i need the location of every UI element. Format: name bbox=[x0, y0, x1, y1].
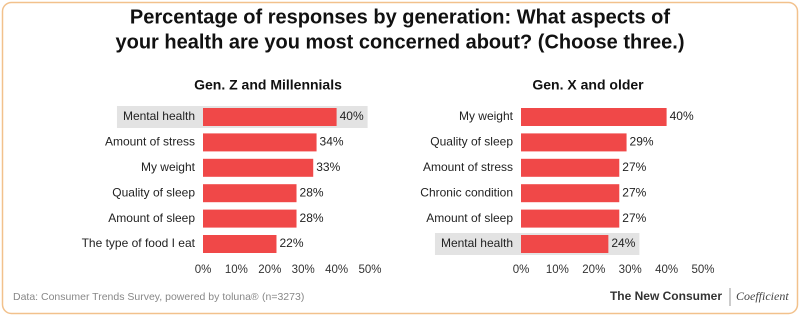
bar bbox=[203, 235, 277, 253]
bar bbox=[203, 108, 337, 126]
bar bbox=[203, 209, 297, 228]
x-tick-label: 50% bbox=[691, 264, 714, 276]
x-tick-label: 0% bbox=[513, 264, 530, 276]
bar bbox=[521, 209, 620, 228]
value-label: 22% bbox=[279, 236, 303, 250]
x-tick-label: 0% bbox=[195, 264, 212, 276]
x-tick-label: 30% bbox=[292, 264, 315, 276]
sample-size: (n=3273) bbox=[262, 291, 304, 303]
chart-title: Percentage of responses by generation: W… bbox=[130, 6, 670, 28]
x-tick-label: 40% bbox=[655, 264, 678, 276]
category-label: Amount of sleep bbox=[108, 211, 195, 225]
x-tick-label: 10% bbox=[546, 264, 569, 276]
panel-title: Gen. Z and Millennials bbox=[194, 77, 342, 93]
value-label: 33% bbox=[316, 160, 340, 174]
bar bbox=[203, 133, 317, 152]
category-label: Chronic condition bbox=[420, 185, 513, 199]
value-label: 28% bbox=[300, 211, 324, 225]
bar bbox=[521, 158, 620, 177]
category-label: My weight bbox=[459, 109, 514, 123]
x-tick-label: 50% bbox=[358, 264, 381, 276]
bar bbox=[521, 235, 609, 253]
brand: The New Consumer bbox=[610, 289, 722, 303]
partner: Coefficient bbox=[736, 289, 789, 303]
category-label: My weight bbox=[141, 160, 196, 174]
bar bbox=[203, 158, 314, 177]
category-label: Amount of stress bbox=[423, 160, 513, 174]
category-label: The type of food I eat bbox=[82, 236, 196, 250]
x-tick-label: 20% bbox=[258, 264, 281, 276]
bar bbox=[521, 133, 627, 152]
value-label: 24% bbox=[611, 236, 635, 250]
value-label: 27% bbox=[622, 185, 646, 199]
x-tick-label: 30% bbox=[619, 264, 642, 276]
bar bbox=[203, 184, 297, 203]
value-label: 27% bbox=[622, 211, 646, 225]
value-label: 34% bbox=[320, 135, 344, 149]
category-label: Mental health bbox=[123, 109, 195, 123]
panel-title: Gen. X and older bbox=[532, 77, 644, 93]
bar bbox=[521, 108, 667, 126]
x-tick-label: 10% bbox=[225, 264, 248, 276]
chart-title: your health are you most concerned about… bbox=[116, 31, 685, 53]
source: Data: Consumer Trends Survey, powered by… bbox=[13, 291, 259, 303]
value-label: 40% bbox=[670, 109, 694, 123]
value-label: 28% bbox=[300, 185, 324, 199]
category-label: Quality of sleep bbox=[112, 185, 195, 199]
value-label: 29% bbox=[630, 135, 654, 149]
category-label: Quality of sleep bbox=[430, 135, 513, 149]
value-label: 40% bbox=[340, 109, 364, 123]
x-tick-label: 40% bbox=[325, 264, 348, 276]
category-label: Amount of stress bbox=[105, 135, 195, 149]
bar bbox=[521, 184, 620, 203]
x-tick-label: 20% bbox=[582, 264, 605, 276]
category-label: Amount of sleep bbox=[426, 211, 513, 225]
category-label: Mental health bbox=[441, 236, 513, 250]
value-label: 27% bbox=[622, 160, 646, 174]
